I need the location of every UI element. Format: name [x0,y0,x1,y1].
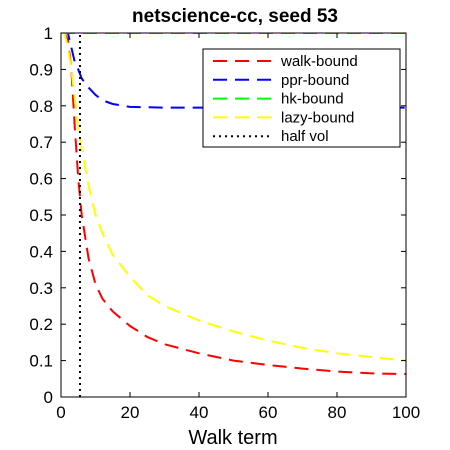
plot-area [61,33,406,397]
x-tick-label: 80 [328,403,347,422]
x-axis-label: Walk term [188,427,277,449]
series-line-walk-bound [61,33,406,376]
y-tick-label: 0.9 [29,60,53,79]
chart-title: netscience-cc, seed 53 [132,6,338,27]
y-tick-label: 0.6 [29,170,53,189]
y-tick-label: 0.3 [29,279,53,298]
legend-label: walk-bound [280,53,358,70]
y-tick-label: 0 [44,388,53,407]
y-tick-label: 0.5 [29,206,53,225]
x-tick-label: 60 [259,403,278,422]
x-tick-label: 20 [121,403,140,422]
x-tick-label: 100 [392,403,420,422]
y-tick-label: 0.7 [29,133,53,152]
y-tick-label: 1 [44,24,53,43]
y-tick-label: 0.4 [29,242,53,261]
y-tick-label: 0.1 [29,352,53,371]
series-line-ppr-bound [61,33,406,109]
legend-label: hk-bound [281,91,344,108]
series-line-lazy-bound [61,33,406,362]
series-group [61,33,406,397]
y-tick-label: 0.8 [29,97,53,116]
x-tick-label: 0 [56,403,65,422]
legend-label: lazy-bound [281,109,354,126]
axes: 0 20 40 60 80 100 0 0.1 0.2 0.3 0.4 0.5 0.6 0.7 0.8 0.9… [29,24,420,422]
legend-label: half vol [281,128,329,145]
y-tick-label: 0.2 [29,315,53,334]
legend-label: ppr-bound [281,72,349,89]
x-tick-label: 40 [190,403,209,422]
